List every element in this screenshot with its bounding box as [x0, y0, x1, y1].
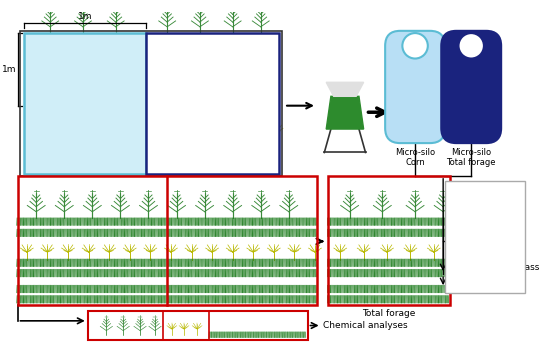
Polygon shape [326, 96, 364, 129]
Text: Chemical analyses: Chemical analyses [323, 321, 408, 330]
Bar [445, 180, 525, 293]
Text: 1m: 1m [78, 12, 92, 21]
FancyBboxPatch shape [441, 31, 501, 143]
Bar [87, 312, 307, 340]
Bar [20, 31, 282, 176]
Text: 1m: 1m [2, 65, 16, 74]
Text: Pigeon pea: Pigeon pea [475, 232, 525, 241]
Text: Corn: Corn [475, 204, 496, 213]
Bar [24, 33, 146, 174]
Bar [18, 176, 317, 305]
Polygon shape [326, 82, 364, 96]
Text: Micro-silo
Corn: Micro-silo Corn [395, 148, 435, 167]
Text: Palisade grass: Palisade grass [475, 263, 540, 272]
Text: Total forage: Total forage [362, 309, 416, 318]
Circle shape [403, 33, 428, 58]
Text: Micro-silo
Total forage: Micro-silo Total forage [447, 148, 496, 167]
Bar [146, 33, 279, 174]
FancyBboxPatch shape [385, 31, 445, 143]
Circle shape [459, 33, 484, 58]
Bar [328, 176, 450, 305]
